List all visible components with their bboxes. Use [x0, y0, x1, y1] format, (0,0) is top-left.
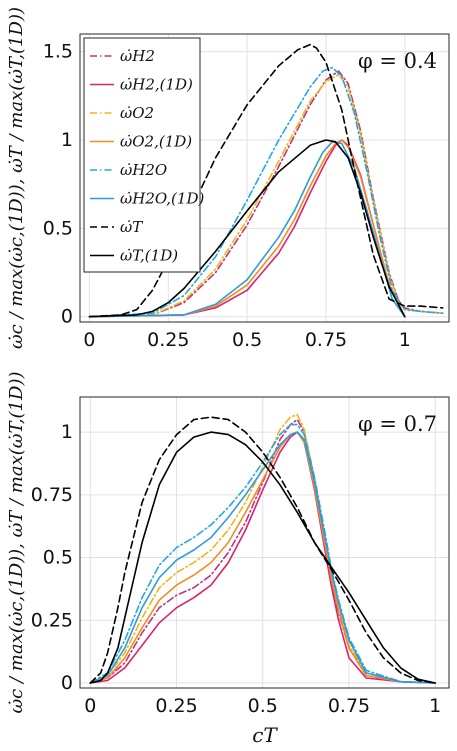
legend-entry-label: ω̇O2,(1D) [120, 133, 192, 151]
series-line-0 [88, 70, 444, 318]
y-tick-label: 1 [61, 421, 73, 443]
y-tick-label: 0.25 [31, 609, 73, 631]
x-tick-label: 0.75 [305, 329, 347, 351]
legend-entry-label: ω̇O2 [120, 104, 154, 122]
chart-panel-phi-0-7: 0 0.25 0.5 0.75 1 0 0.25 0.5 0.75 1 φ = 0.7 ω̇c / m… [6, 372, 450, 747]
legend-entry-label: ω̇H2O [120, 161, 167, 179]
series-line-5 [88, 141, 406, 318]
x-tick-label: 0 [84, 695, 96, 717]
phi-annotation: φ = 0.7 [358, 412, 437, 436]
x-tick-label: 1 [399, 329, 411, 351]
series-line-7 [88, 139, 406, 318]
legend-entry-label: ω̇H2 [120, 47, 155, 65]
x-tick-label: 0.25 [155, 695, 197, 717]
y-axis-label: ω̇c / max(ω̇c,(1D)), ω̇T / max(ω̇T,(1D)) [6, 7, 27, 349]
series-line-5 [89, 431, 436, 684]
y-tick-label: 0.75 [31, 484, 73, 506]
x-tick-label: 0.25 [147, 329, 189, 351]
y-axis-label: ω̇c / max(ω̇c,(1D)), ω̇T / max(ω̇T,(1D)) [6, 372, 27, 714]
y-tick-label: 0.5 [43, 547, 73, 569]
chart-legend: ω̇H2 ω̇H2,(1D) ω̇O2 ω̇O2,(1D) ω̇H2O ω̇H2O,(1D… [83, 37, 204, 273]
x-tick-label: 0.75 [328, 695, 370, 717]
series-line-3 [89, 431, 436, 684]
chart-panel-phi-0-4: 0 0.25 0.5 0.75 1 0 0.5 1 1.5 φ = 0.4 ω̇c / max(ω̇… [6, 7, 450, 351]
y-tick-label: 1 [61, 129, 73, 151]
legend-entry-label: ω̇T,(1D) [120, 247, 178, 265]
y-tick-label: 0 [61, 306, 73, 328]
phi-annotation: φ = 0.4 [358, 49, 437, 73]
series-line-3 [88, 139, 406, 318]
legend-entry-label: ω̇H2O,(1D) [120, 190, 204, 208]
y-tick-label: 1.5 [43, 41, 73, 63]
x-tick-label: 0.5 [232, 329, 262, 351]
y-tick-label: 0 [61, 672, 73, 694]
series-line-1 [89, 431, 436, 684]
legend-box [83, 37, 201, 273]
axes-frame [79, 33, 450, 323]
y-tick-label: 0.5 [43, 217, 73, 239]
series-line-4 [89, 423, 436, 684]
series-line-7 [89, 431, 436, 684]
series-line-2 [89, 413, 436, 684]
axes-frame [79, 396, 450, 689]
x-tick-label: 0 [83, 329, 95, 351]
series-line-4 [88, 66, 444, 318]
legend-entry-label: ω̇T [120, 218, 143, 236]
legend-entry-label: ω̇H2,(1D) [120, 76, 193, 94]
x-tick-label: 1 [429, 695, 441, 717]
series-line-6 [88, 43, 444, 318]
x-axis-label: cT [252, 723, 278, 747]
x-tick-label: 0.5 [248, 695, 278, 717]
series-line-6 [89, 416, 436, 684]
